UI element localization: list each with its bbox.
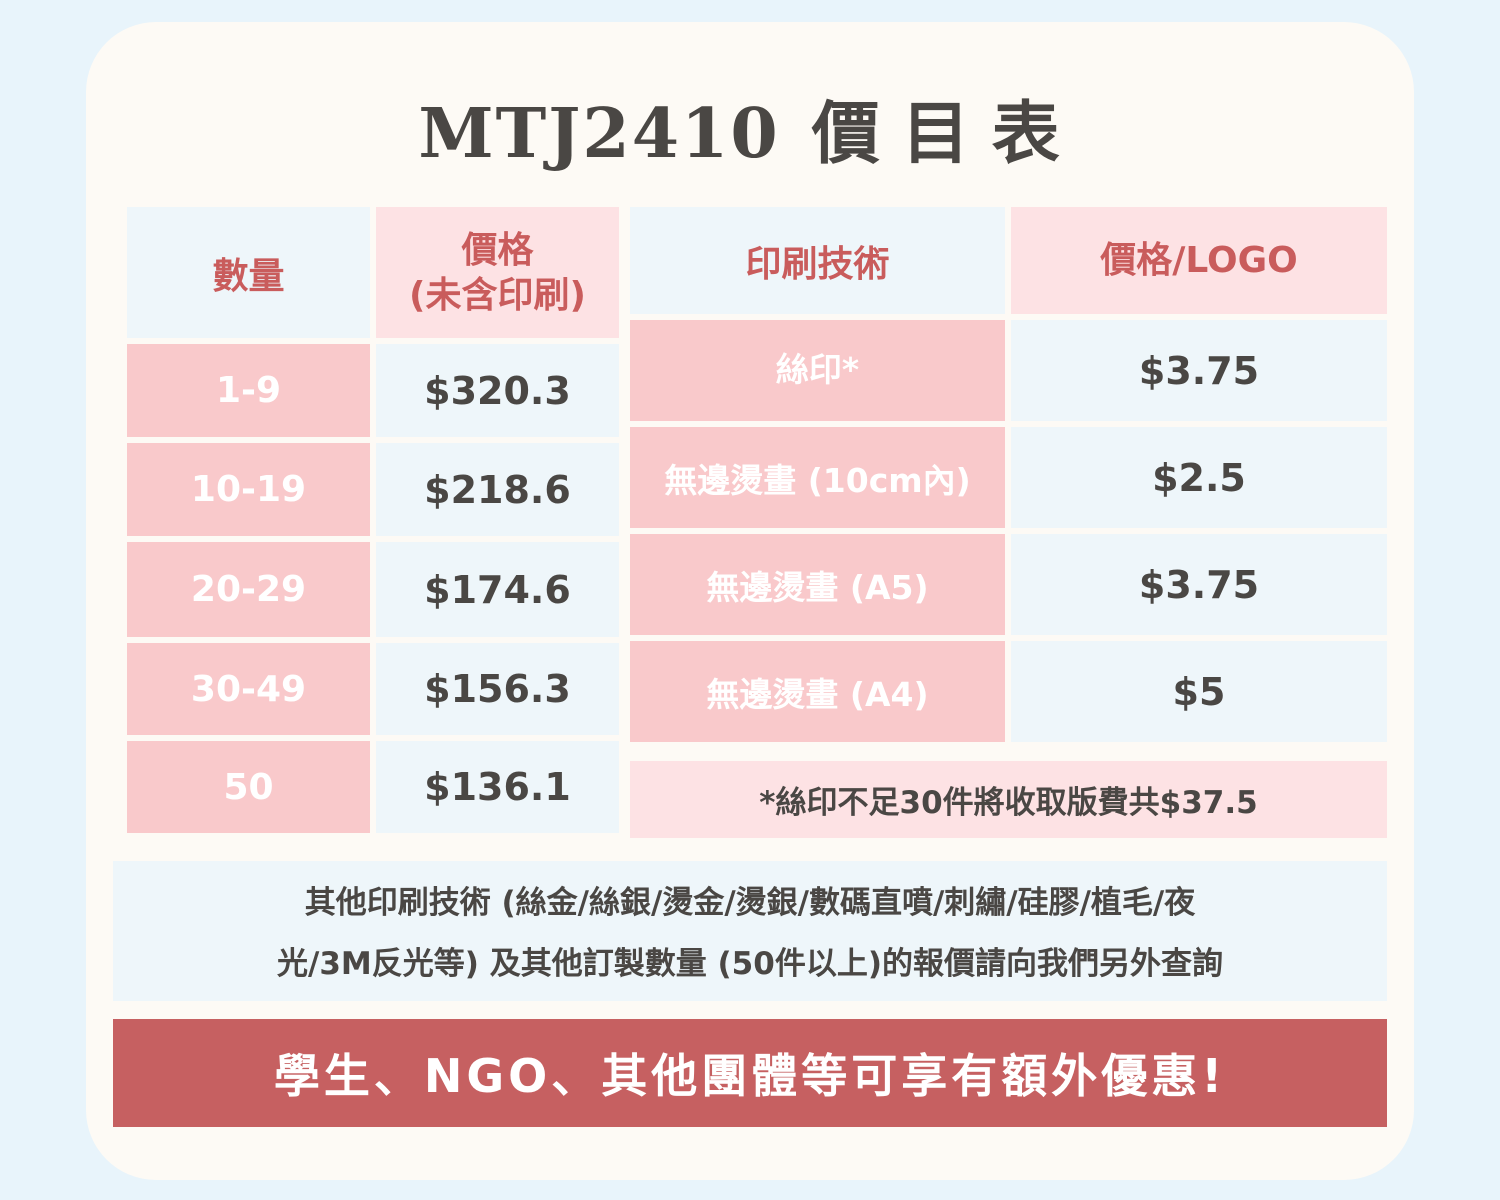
table-row-qty: 10-19	[127, 443, 370, 536]
table-row-qty: 1-9	[127, 344, 370, 437]
logo-price-value: $5	[1172, 669, 1226, 714]
header-logo-price-label: 價格/LOGO	[1100, 240, 1298, 281]
qty-value: 20-29	[190, 569, 307, 610]
technique-value: 無邊燙畫 (10cm內)	[664, 460, 971, 500]
qty-value: 50	[223, 766, 274, 808]
qty-value: 30-49	[190, 668, 307, 710]
price-value: $136.1	[424, 765, 571, 809]
table-row-qty: 20-29	[127, 542, 370, 637]
table-row-qty: 50	[127, 741, 370, 833]
table-row-logo-price: $5	[1011, 641, 1387, 742]
technique-value: 無邊燙畫 (A5)	[706, 567, 929, 607]
table-row-price: $218.6	[376, 443, 619, 536]
header-quantity-label: 數量	[212, 255, 285, 297]
table-row-technique: 無邊燙畫 (A5)	[630, 534, 1005, 635]
table-row-technique: 無邊燙畫 (A4)	[630, 641, 1005, 742]
table-row-logo-price: $2.5	[1011, 427, 1387, 528]
title-label: 價目表	[811, 94, 1082, 174]
discount-banner: 學生、NGO、其他團體等可享有額外優惠!	[113, 1019, 1387, 1127]
header-technique: 印刷技術	[630, 207, 1005, 314]
screen-print-note: *絲印不足30件將收取版費共$37.5	[630, 761, 1387, 838]
qty-value: 10-19	[190, 469, 307, 510]
header-logo-price: 價格/LOGO	[1011, 207, 1387, 314]
price-value: $218.6	[424, 467, 571, 512]
table-row-price: $136.1	[376, 741, 619, 833]
info-line-2: 光/3M反光等) 及其他訂製數量 (50件以上)的報價請向我們另外查詢	[277, 946, 1223, 982]
table-row-technique: 絲印*	[630, 320, 1005, 421]
table-row-price: $174.6	[376, 542, 619, 637]
table-row-price: $320.3	[376, 344, 619, 437]
price-value: $320.3	[424, 368, 571, 413]
price-value: $174.6	[424, 567, 571, 612]
table-row-price: $156.3	[376, 643, 619, 735]
table-row-logo-price: $3.75	[1011, 534, 1387, 635]
header-price: 價格 (未含印刷)	[376, 207, 619, 338]
info-line-1: 其他印刷技術 (絲金/絲銀/燙金/燙銀/數碼直噴/刺繡/硅膠/植毛/夜	[304, 885, 1196, 921]
price-value: $156.3	[424, 667, 571, 711]
header-quantity: 數量	[127, 207, 370, 338]
screen-print-note-text: *絲印不足30件將收取版費共$37.5	[759, 785, 1258, 821]
other-techniques-info: 其他印刷技術 (絲金/絲銀/燙金/燙銀/數碼直噴/刺繡/硅膠/植毛/夜 光/3M…	[113, 861, 1387, 1001]
qty-value: 1-9	[215, 370, 282, 411]
table-row-qty: 30-49	[127, 643, 370, 735]
logo-price-value: $3.75	[1138, 562, 1260, 607]
header-price-label: 價格	[461, 229, 534, 271]
product-code: MTJ2410	[418, 94, 780, 174]
header-technique-label: 印刷技術	[745, 243, 890, 285]
page-title: MTJ2410 價目表	[0, 78, 1500, 177]
technique-value: 絲印*	[775, 349, 860, 389]
table-row-technique: 無邊燙畫 (10cm內)	[630, 427, 1005, 528]
header-price-note: (未含印刷)	[409, 274, 586, 316]
discount-banner-text: 學生、NGO、其他團體等可享有額外優惠!	[273, 1049, 1227, 1103]
technique-value: 無邊燙畫 (A4)	[706, 674, 929, 714]
logo-price-value: $3.75	[1138, 348, 1260, 393]
table-row-logo-price: $3.75	[1011, 320, 1387, 421]
logo-price-value: $2.5	[1152, 455, 1246, 500]
